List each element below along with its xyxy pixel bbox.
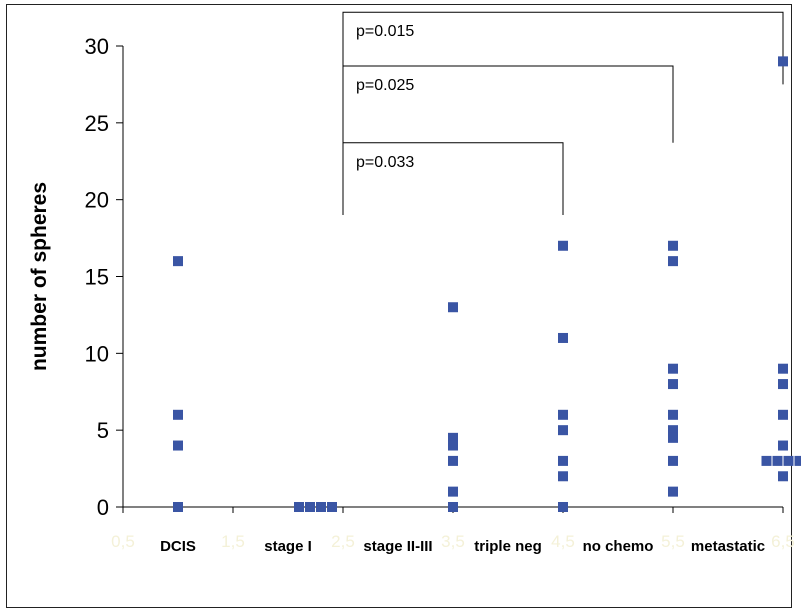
data-point	[778, 379, 788, 389]
x-tick-label: 0,5	[111, 532, 135, 551]
data-point	[173, 410, 183, 420]
data-point	[173, 441, 183, 451]
data-point	[558, 241, 568, 251]
x-tick-label: 2,5	[331, 532, 355, 551]
data-point	[448, 302, 458, 312]
p-value-label: p=0.015	[356, 23, 414, 40]
y-tick-label: 30	[85, 34, 109, 59]
data-point	[778, 441, 788, 451]
data-point	[668, 433, 678, 443]
data-point	[778, 364, 788, 374]
y-tick-label: 20	[85, 188, 109, 213]
y-tick-label: 15	[85, 265, 109, 290]
y-tick-label: 5	[97, 418, 109, 443]
data-point	[668, 456, 678, 466]
x-tick-label: 4,5	[551, 532, 575, 551]
data-point	[448, 502, 458, 512]
data-point	[448, 487, 458, 497]
data-point	[448, 441, 458, 451]
data-point	[668, 256, 678, 266]
data-point	[668, 364, 678, 374]
data-point	[778, 56, 788, 66]
category-label: no chemo	[583, 538, 654, 555]
data-point	[762, 456, 772, 466]
data-point	[305, 502, 315, 512]
category-label: DCIS	[160, 538, 196, 555]
data-point	[773, 456, 783, 466]
significance-brackets: p=0.015 p=0.025 p=0.033	[343, 12, 783, 215]
y-axis-label: number of spheres	[28, 182, 51, 371]
data-point	[778, 471, 788, 481]
category-label: triple neg	[474, 538, 542, 555]
data-point	[558, 471, 568, 481]
data-point	[668, 410, 678, 420]
data-point	[173, 502, 183, 512]
data-point	[668, 487, 678, 497]
data-point	[668, 379, 678, 389]
data-point	[778, 410, 788, 420]
data-point	[558, 410, 568, 420]
y-tick-label: 10	[85, 341, 109, 366]
category-label: stage II-III	[363, 538, 432, 555]
data-point	[327, 502, 337, 512]
data-point	[558, 456, 568, 466]
data-point	[316, 502, 326, 512]
y-tick-label: 0	[97, 495, 109, 520]
x-tick-label: 1,5	[221, 532, 245, 551]
x-tick-label: 3,5	[441, 532, 465, 551]
data-point	[668, 241, 678, 251]
data-point	[558, 502, 568, 512]
p-value-label: p=0.025	[356, 77, 414, 94]
x-tick-label: 6,5	[771, 532, 795, 551]
y-tick-label: 25	[85, 111, 109, 136]
data-point	[448, 456, 458, 466]
category-label: metastatic	[691, 538, 765, 555]
data-point	[294, 502, 304, 512]
data-point	[558, 333, 568, 343]
data-point	[795, 456, 801, 466]
data-point	[173, 256, 183, 266]
axes: 0 5 10 15 20 25 30 0,5 1,5 2,5 3,5 4,5 5,5 6,5 DCIS sta…	[85, 34, 795, 555]
category-label: stage I	[264, 538, 312, 555]
data-points	[173, 56, 801, 512]
p-value-label: p=0.033	[356, 154, 414, 171]
data-point	[784, 456, 794, 466]
data-point	[558, 425, 568, 435]
x-tick-label: 5,5	[661, 532, 685, 551]
